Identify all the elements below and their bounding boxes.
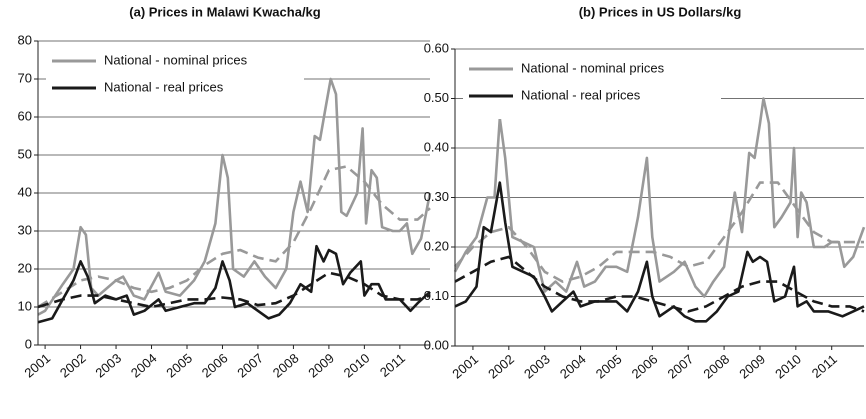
x-tick-label: 2009 [305,350,337,380]
y-tick-label: 30 [18,222,32,237]
x-tick-label: 2008 [700,351,732,381]
trend-line [37,165,431,309]
trend-line [454,255,865,313]
x-tick-label: 2009 [736,351,768,381]
price-line [454,181,865,323]
legend-label: National - nominal prices [521,60,665,75]
y-tick-label: 80 [18,32,32,47]
y-tick-label: 0.40 [424,139,449,154]
trend-line [454,181,864,283]
x-tick-label: 2006 [199,350,231,380]
x-tick-label: 2010 [341,350,373,380]
y-tick-label: 0.10 [424,288,449,303]
y-tick-label: 10 [18,298,32,313]
x-tick-label: 2007 [665,351,697,381]
trend-line [37,271,431,309]
x-tick-label: 2001 [449,351,481,381]
x-tick-label: 2004 [128,350,160,380]
x-tick-label: 2005 [593,351,625,381]
y-tick-label: 70 [18,70,32,85]
y-tick-label: 0.30 [424,189,449,204]
price-line [37,244,431,324]
y-tick-label: 50 [18,146,32,161]
legend-label: National - real prices [104,79,224,94]
x-tick-label: 2003 [92,350,124,380]
chart-title: (a) Prices in Malawi Kwacha/kg [129,4,321,19]
y-tick-label: 0.00 [424,337,449,352]
x-tick-label: 2011 [377,350,408,379]
y-tick-label: 20 [18,260,32,275]
x-tick-label: 2007 [234,350,266,380]
x-tick-label: 2006 [629,351,661,381]
x-tick-label: 2005 [163,350,195,380]
y-tick-label: 60 [18,108,32,123]
y-tick-label: 0 [25,336,32,351]
y-tick-label: 40 [18,184,32,199]
x-tick-label: 2002 [485,351,517,381]
x-tick-label: 2002 [57,350,89,380]
x-tick-label: 2011 [809,351,840,380]
price-line [453,97,866,298]
x-tick-label: 2001 [21,350,53,380]
price-line [37,77,432,316]
y-tick-label: 0.60 [424,40,449,55]
y-tick-label: 0.20 [424,238,449,253]
x-tick-label: 2008 [270,350,302,380]
x-tick-label: 2003 [521,351,553,381]
chart-title: (b) Prices in US Dollars/kg [579,4,742,19]
x-tick-label: 2010 [772,351,804,381]
legend-label: National - real prices [521,87,641,102]
x-tick-label: 2004 [557,351,589,381]
legend-label: National - nominal prices [104,52,248,67]
y-tick-label: 0.50 [424,90,449,105]
